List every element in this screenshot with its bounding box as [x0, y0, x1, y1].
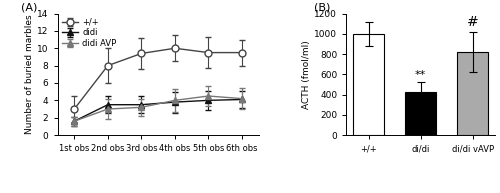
- Y-axis label: Number of buried marbles: Number of buried marbles: [25, 14, 34, 134]
- Y-axis label: ACTH (fmol/ml): ACTH (fmol/ml): [302, 40, 312, 109]
- Text: (A): (A): [22, 3, 38, 13]
- Legend: +/+, didi, didi AVP: +/+, didi, didi AVP: [62, 18, 117, 48]
- Text: (B): (B): [314, 3, 330, 13]
- Text: #: #: [467, 15, 478, 29]
- Bar: [457, 52, 488, 135]
- Bar: [353, 34, 384, 135]
- Bar: [405, 91, 436, 135]
- Text: **: **: [415, 70, 426, 80]
